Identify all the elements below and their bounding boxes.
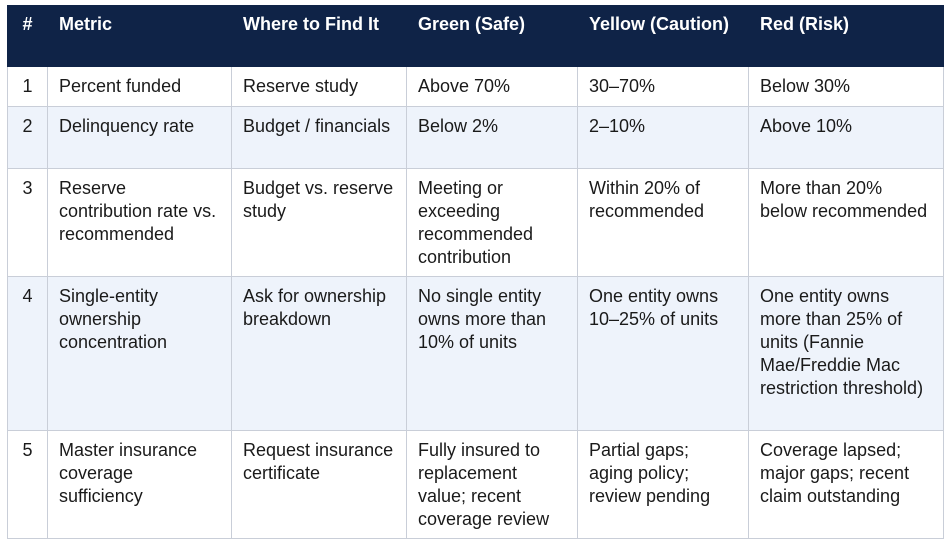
table-cell: 2–10%: [577, 106, 749, 169]
table-cell: Within 20% of recommended: [577, 168, 749, 277]
table-cell: Request insurance certificate: [231, 430, 407, 539]
table-cell: Reserve study: [231, 66, 407, 107]
table-cell: Fully insured to replacement value; rece…: [406, 430, 578, 539]
table-cell: Master insurance coverage sufficiency: [47, 430, 232, 539]
table-cell: Partial gaps; aging policy; review pendi…: [577, 430, 749, 539]
table-cell: Below 30%: [748, 66, 944, 107]
header-cell: Green (Safe): [406, 5, 578, 67]
header-cell: Yellow (Caution): [577, 5, 749, 67]
table-row: 2 Delinquency rate Budget / financials Belo…: [7, 106, 944, 169]
table-cell: Reserve contribution rate vs. recommende…: [47, 168, 232, 277]
table-row: 1 Percent funded Reserve study Above 70% 30–…: [7, 66, 944, 107]
metrics-table: # Metric Where to Find It Green (Safe) Yello…: [7, 5, 944, 539]
table-cell: One entity owns 10–25% of units: [577, 276, 749, 431]
table-cell: 30–70%: [577, 66, 749, 107]
table-cell: Ask for ownership breakdown: [231, 276, 407, 431]
table-row: 4 Single-entity ownership concentration As…: [7, 276, 944, 431]
row-number: 2: [7, 106, 48, 169]
table-cell: Below 2%: [406, 106, 578, 169]
table-cell: More than 20% below recommended: [748, 168, 944, 277]
table-cell: Above 70%: [406, 66, 578, 107]
table-cell: Coverage lapsed; major gaps; recent clai…: [748, 430, 944, 539]
row-number: 5: [7, 430, 48, 539]
row-number: 3: [7, 168, 48, 277]
table-cell: Budget vs. reserve study: [231, 168, 407, 277]
table-cell: Above 10%: [748, 106, 944, 169]
table-cell: Percent funded: [47, 66, 232, 107]
header-cell: Metric: [47, 5, 232, 67]
table-cell: Budget / financials: [231, 106, 407, 169]
table-cell: Meeting or exceeding recommended contrib…: [406, 168, 578, 277]
table-row: 3 Reserve contribution rate vs. recommend…: [7, 168, 944, 277]
row-number: 4: [7, 276, 48, 431]
table-cell: Delinquency rate: [47, 106, 232, 169]
table-cell: One entity owns more than 25% of units (…: [748, 276, 944, 431]
table-cell: No single entity owns more than 10% of u…: [406, 276, 578, 431]
header-cell: #: [7, 5, 48, 67]
table-cell: Single-entity ownership concentration: [47, 276, 232, 431]
header-cell: Where to Find It: [231, 5, 407, 67]
header-row: # Metric Where to Find It Green (Safe) Yello…: [7, 5, 944, 67]
table-row: 5 Master insurance coverage sufficiency Re…: [7, 430, 944, 539]
row-number: 1: [7, 66, 48, 107]
header-cell: Red (Risk): [748, 5, 944, 67]
